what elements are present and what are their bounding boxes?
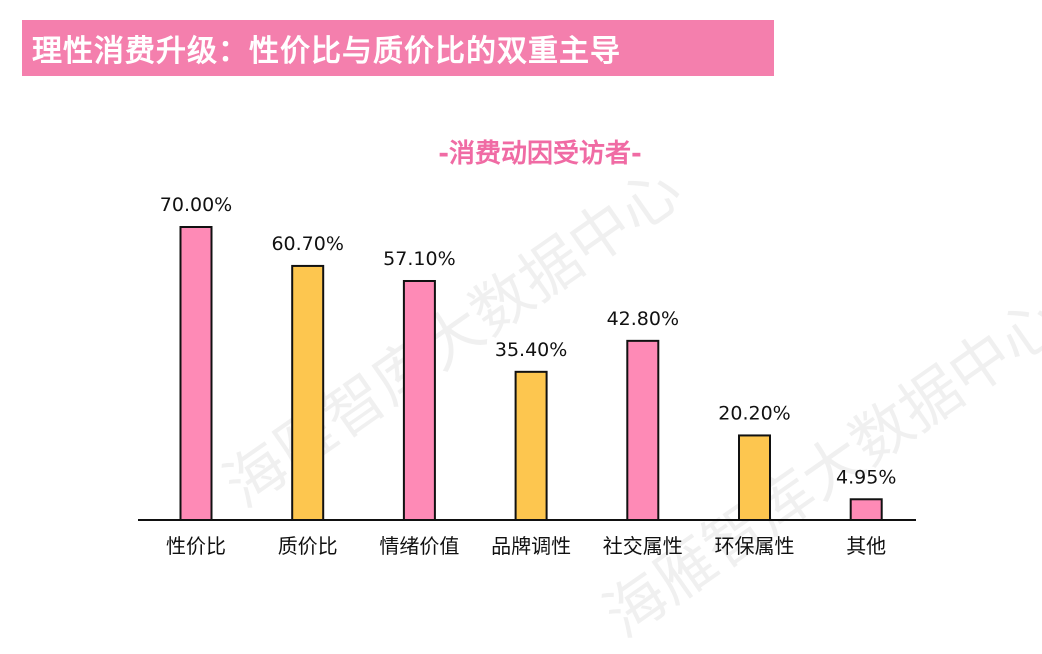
category-label: 环保属性	[715, 534, 795, 558]
category-label: 社交属性	[603, 534, 683, 558]
category-label: 其他	[846, 534, 886, 558]
category-label: 性价比	[166, 534, 226, 558]
bar-2	[402, 279, 436, 522]
category-label: 质价比	[278, 534, 338, 558]
category-label: 品牌调性	[491, 534, 571, 558]
bar-3	[514, 370, 548, 521]
bar-6	[849, 498, 883, 521]
category-label: 情绪价值	[379, 534, 459, 558]
chart-subtitle: -消费动因受访者-	[438, 138, 642, 169]
bar-value-label: 57.10%	[383, 248, 455, 270]
bar-chart: -消费动因受访者- 70.00% 性价比 60.70% 质价比 57.10% 情绪价值 35…	[138, 138, 916, 558]
bar-value-label: 20.20%	[718, 402, 790, 424]
bar-0	[179, 226, 213, 521]
bar-value-label: 42.80%	[607, 308, 679, 330]
bar-value-label: 60.70%	[271, 233, 343, 255]
bar-value-label: 4.95%	[836, 466, 896, 488]
page-title: 理性消费升级：性价比与质价比的双重主导	[32, 34, 621, 69]
bar-4	[626, 339, 660, 522]
bar-1	[291, 264, 325, 522]
bar-value-label: 35.40%	[495, 339, 567, 361]
bar-value-label: 70.00%	[160, 194, 232, 216]
title-banner: 理性消费升级：性价比与质价比的双重主导	[22, 20, 774, 76]
bar-5	[738, 434, 771, 522]
